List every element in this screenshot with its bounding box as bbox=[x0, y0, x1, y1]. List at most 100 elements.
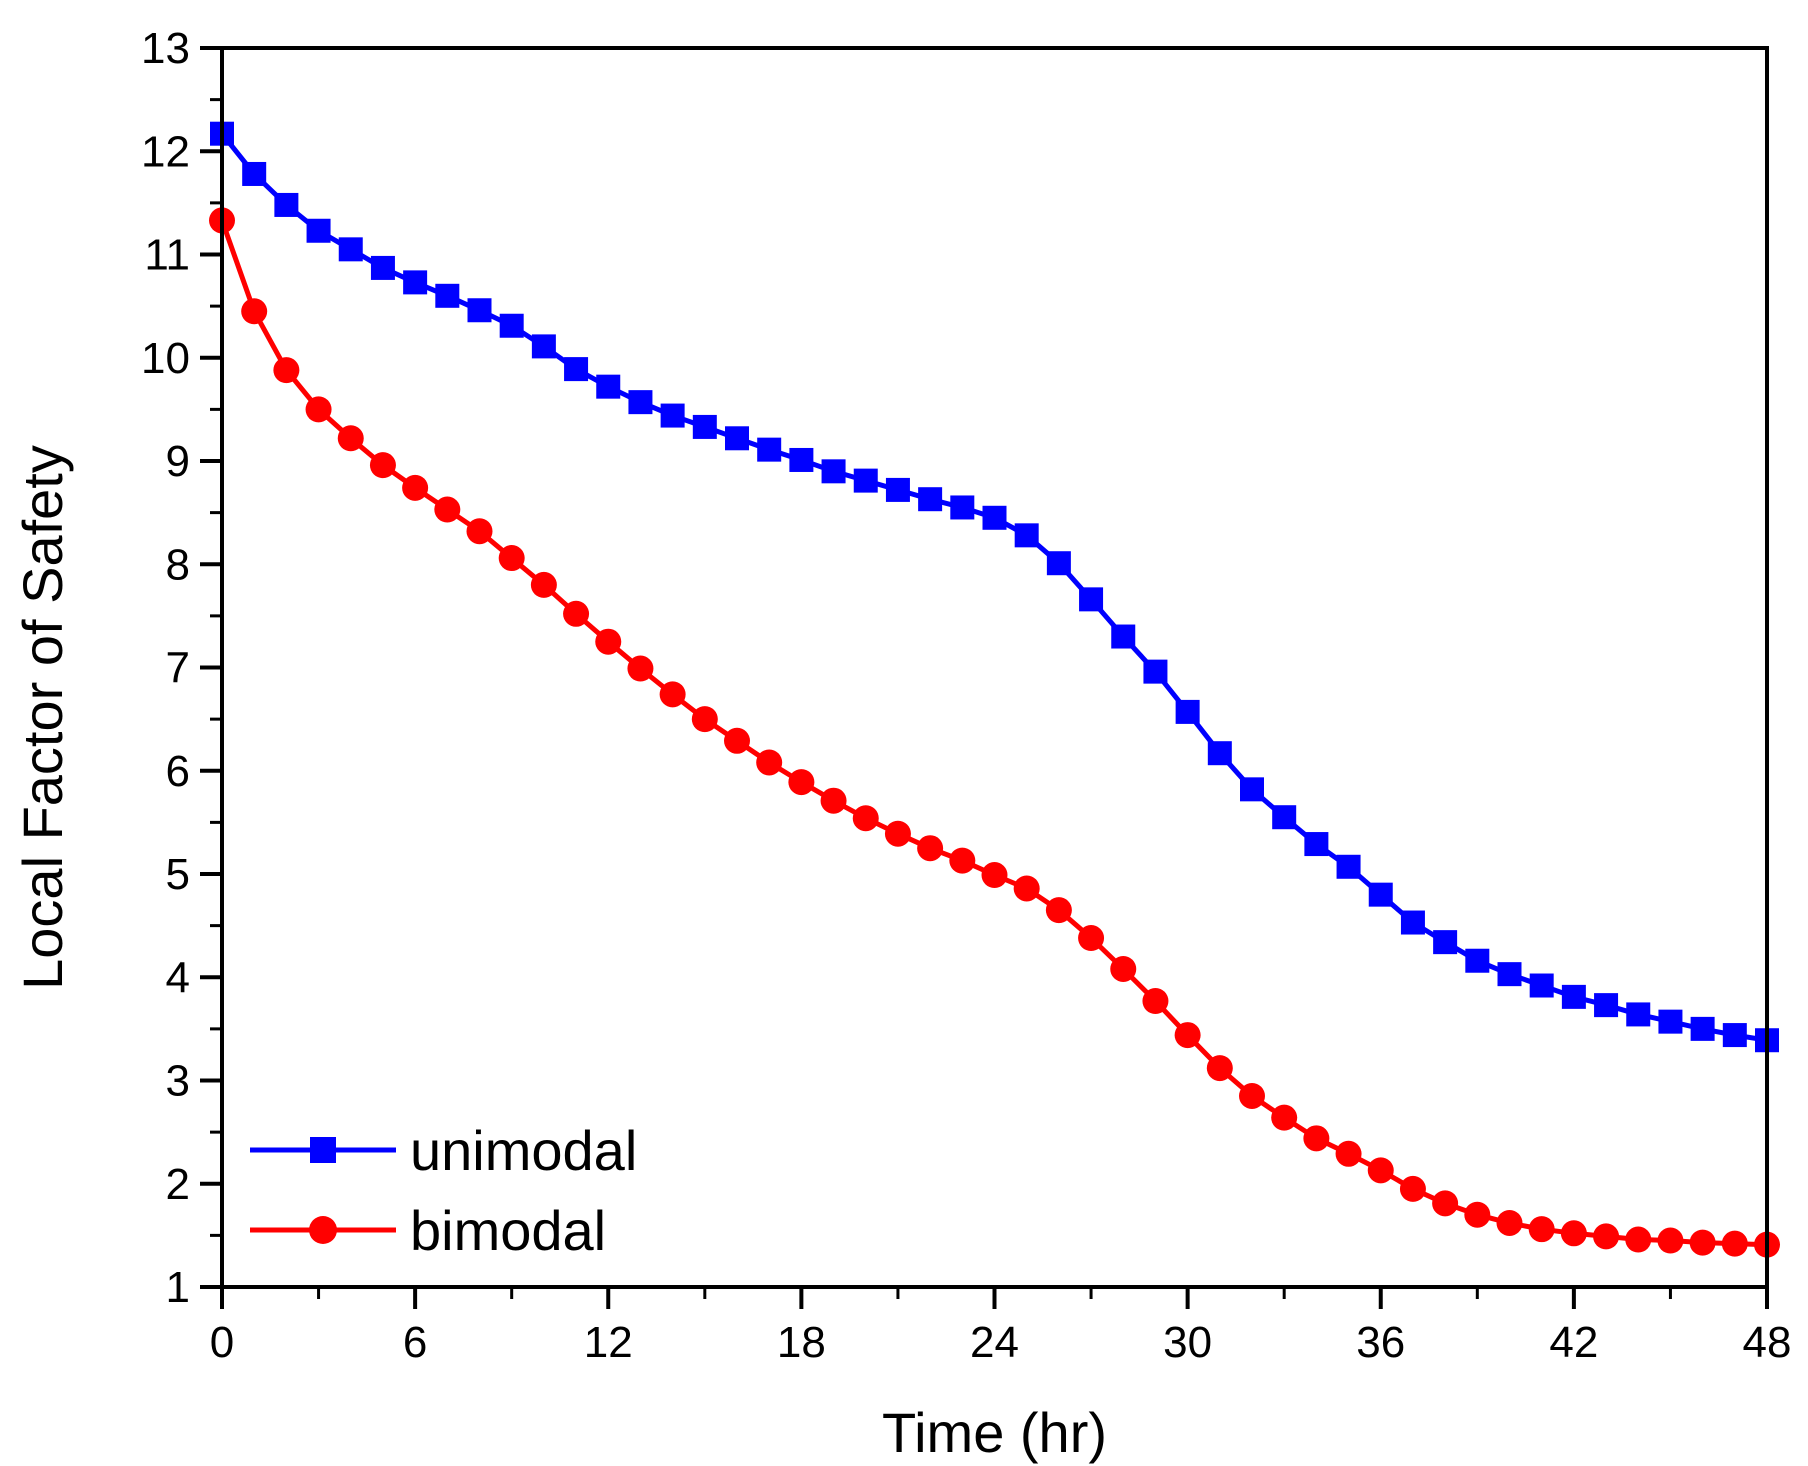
data-point-bimodal bbox=[1689, 1229, 1716, 1256]
x-tick-label: 30 bbox=[1163, 1318, 1212, 1367]
data-point-unimodal bbox=[370, 255, 395, 280]
data-point-unimodal bbox=[885, 477, 910, 502]
x-axis-ticks: 0 6 12 18 24 30 36 42 48 bbox=[210, 1287, 1792, 1367]
data-point-unimodal bbox=[1111, 624, 1136, 649]
legend-label-bimodal: bimodal bbox=[410, 1199, 606, 1262]
data-point-unimodal bbox=[274, 192, 299, 217]
data-point-unimodal bbox=[1368, 882, 1393, 907]
data-point-bimodal bbox=[1303, 1125, 1330, 1152]
legend-label-unimodal: unimodal bbox=[410, 1119, 637, 1182]
y-tick-label: 10 bbox=[141, 334, 190, 383]
y-tick-label: 9 bbox=[166, 437, 190, 486]
data-point-unimodal bbox=[1336, 854, 1361, 879]
data-point-bimodal bbox=[434, 496, 461, 523]
data-point-unimodal bbox=[789, 447, 814, 472]
y-tick-label: 3 bbox=[166, 1057, 190, 1106]
data-point-unimodal bbox=[853, 468, 878, 493]
data-point-bimodal bbox=[1399, 1175, 1426, 1202]
x-tick-label: 6 bbox=[403, 1318, 427, 1367]
data-point-unimodal bbox=[1079, 587, 1104, 612]
data-point-bimodal bbox=[1432, 1190, 1459, 1217]
data-point-unimodal bbox=[1272, 805, 1297, 830]
y-tick-label: 4 bbox=[166, 953, 190, 1002]
data-point-unimodal bbox=[757, 437, 782, 462]
data-point-bimodal bbox=[466, 518, 493, 545]
data-point-unimodal bbox=[660, 403, 685, 428]
data-point-bimodal bbox=[1560, 1220, 1587, 1247]
data-point-unimodal bbox=[1594, 993, 1619, 1018]
data-point-unimodal bbox=[242, 161, 267, 186]
x-tick-label: 18 bbox=[777, 1318, 826, 1367]
data-point-unimodal bbox=[306, 218, 331, 243]
data-point-bimodal bbox=[1657, 1227, 1684, 1254]
data-point-bimodal bbox=[820, 787, 847, 814]
series-layer bbox=[209, 121, 1780, 1258]
data-point-unimodal bbox=[1658, 1009, 1683, 1034]
data-point-bimodal bbox=[1142, 987, 1169, 1014]
data-point-unimodal bbox=[1207, 741, 1232, 766]
x-tick-label: 24 bbox=[970, 1318, 1019, 1367]
data-point-bimodal bbox=[691, 706, 718, 733]
data-point-bimodal bbox=[1013, 875, 1040, 902]
data-point-unimodal bbox=[338, 237, 363, 262]
data-point-bimodal bbox=[1335, 1140, 1362, 1167]
x-tick-label: 48 bbox=[1743, 1318, 1792, 1367]
data-point-unimodal bbox=[1497, 962, 1522, 987]
series-bimodal bbox=[209, 207, 1780, 1258]
data-point-bimodal bbox=[1367, 1157, 1394, 1184]
data-point-bimodal bbox=[1078, 925, 1105, 952]
y-tick-label: 8 bbox=[166, 540, 190, 589]
series-line-bimodal bbox=[219, 219, 1768, 1248]
data-point-bimodal bbox=[305, 396, 332, 423]
data-point-unimodal bbox=[950, 495, 975, 520]
data-point-bimodal bbox=[1271, 1104, 1298, 1131]
data-point-unimodal bbox=[1529, 973, 1554, 998]
data-point-bimodal bbox=[788, 769, 815, 796]
data-point-bimodal bbox=[981, 862, 1008, 889]
legend-item-bimodal: bimodal bbox=[250, 1199, 606, 1262]
data-point-bimodal bbox=[756, 749, 783, 776]
y-tick-label: 12 bbox=[141, 127, 190, 176]
data-point-bimodal bbox=[949, 847, 976, 874]
data-point-bimodal bbox=[1464, 1201, 1491, 1228]
data-point-unimodal bbox=[982, 505, 1007, 530]
data-point-unimodal bbox=[1465, 948, 1490, 973]
data-point-unimodal bbox=[467, 298, 492, 323]
plot-frame bbox=[220, 46, 1769, 1289]
data-point-bimodal bbox=[498, 545, 525, 572]
data-point-unimodal bbox=[1240, 777, 1264, 802]
data-point-unimodal bbox=[1046, 551, 1071, 576]
data-point-bimodal bbox=[530, 571, 557, 598]
data-point-bimodal bbox=[273, 357, 300, 384]
legend: unimodal bimodal bbox=[250, 1119, 637, 1262]
data-point-bimodal bbox=[1625, 1226, 1652, 1253]
data-point-unimodal bbox=[725, 426, 749, 451]
data-point-unimodal bbox=[821, 459, 846, 484]
y-axis-label: Local Factor of Safety bbox=[11, 445, 74, 990]
data-point-unimodal bbox=[1175, 699, 1200, 724]
data-point-bimodal bbox=[1721, 1230, 1748, 1257]
data-point-bimodal bbox=[1593, 1223, 1620, 1250]
data-point-bimodal bbox=[1206, 1055, 1233, 1082]
data-point-unimodal bbox=[1400, 910, 1425, 935]
data-point-bimodal bbox=[1528, 1216, 1555, 1243]
data-point-unimodal bbox=[531, 334, 556, 359]
data-point-unimodal bbox=[499, 313, 524, 338]
data-point-unimodal bbox=[1561, 984, 1586, 1009]
data-point-unimodal bbox=[1626, 1002, 1651, 1027]
legend-marker-bimodal bbox=[309, 1216, 337, 1244]
x-tick-label: 12 bbox=[584, 1318, 633, 1367]
y-tick-label: 13 bbox=[141, 24, 190, 73]
data-point-unimodal bbox=[1143, 659, 1168, 684]
data-point-unimodal bbox=[692, 414, 717, 439]
data-point-bimodal bbox=[852, 805, 879, 832]
data-point-bimodal bbox=[884, 820, 911, 847]
data-point-bimodal bbox=[1110, 955, 1137, 982]
data-point-bimodal bbox=[1239, 1082, 1265, 1109]
data-point-bimodal bbox=[1496, 1209, 1523, 1236]
x-tick-label: 42 bbox=[1549, 1318, 1598, 1367]
x-tick-label: 0 bbox=[210, 1318, 234, 1367]
x-tick-label: 36 bbox=[1356, 1318, 1405, 1367]
